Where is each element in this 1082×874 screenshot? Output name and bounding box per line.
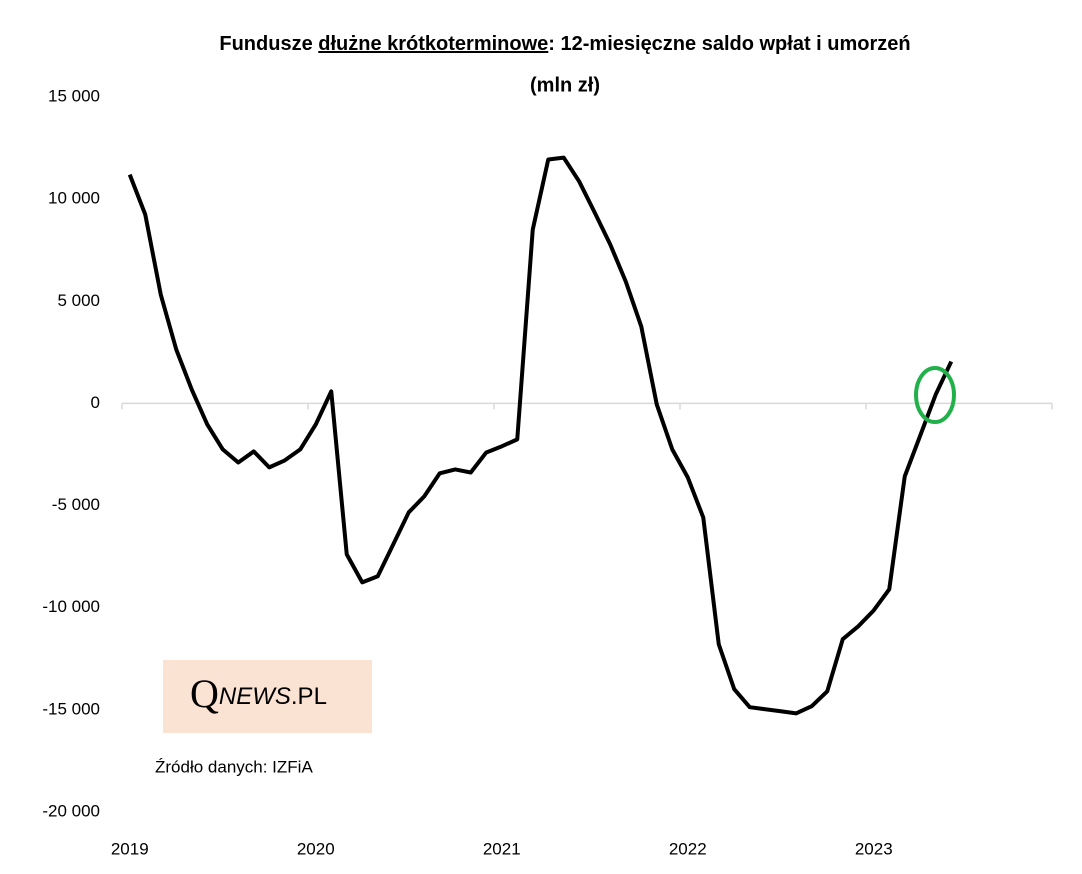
y-tick-label: 0 [91,393,100,412]
y-tick-label: 15 000 [48,86,100,105]
y-tick-label: -20 000 [42,801,100,820]
source: Źródło danych: IZFiA [155,757,313,776]
x-tick-label: 2019 [111,839,149,858]
y-tick-label: -5 000 [52,495,100,514]
logo: QNEWS.PL [190,671,327,716]
y-tick-label: -10 000 [42,597,100,616]
y-tick-label: 5 000 [57,291,100,310]
y-tick-label: -15 000 [42,699,100,718]
highlight-ellipse [914,366,956,424]
logo-box [163,660,372,733]
chart-title: Fundusze dłużne krótkoterminowe: 12-mies… [219,33,910,55]
x-tick-label: 2023 [855,839,893,858]
chart-subtitle: (mln zł) [530,74,600,96]
x-tick-label: 2022 [669,839,707,858]
x-tick-label: 2021 [483,839,521,858]
x-tick-label: 2020 [297,839,335,858]
y-tick-label: 10 000 [48,189,100,208]
line-series [127,155,954,716]
